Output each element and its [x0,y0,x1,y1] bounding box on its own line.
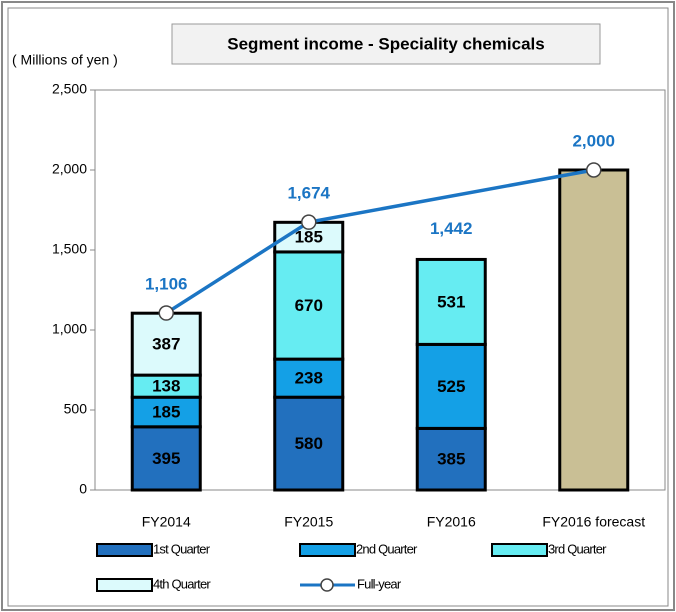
legend-label: 3rd Quarter [548,541,607,556]
line-marker [158,305,174,321]
y-tick-label: 2,500 [52,81,87,97]
bar-segment [130,395,202,429]
legend-swatch [96,543,153,557]
bar-segment [273,395,345,492]
x-tick-label: FY2016 [427,514,476,530]
bar-segment [273,250,345,361]
x-tick-label: FY2016 forecast [542,514,645,530]
data-label: 580 [295,434,323,453]
data-label: 531 [437,292,465,311]
data-label: 670 [295,296,323,315]
plot-area [94,89,666,491]
y-tick-label: 2,000 [52,161,87,177]
x-tick-label: FY2015 [284,514,333,530]
bar-segment [415,426,487,492]
total-label: 1,674 [287,184,330,203]
legend-swatch [491,543,548,557]
data-label: 138 [152,377,180,396]
legend-swatch [299,543,356,557]
total-label: 1,106 [145,275,188,294]
total-label: 2,000 [572,131,615,150]
legend-label: 2nd Quarter [356,541,418,556]
bar-segment [273,357,345,399]
data-label: 238 [295,369,323,388]
legend-swatch [96,578,153,592]
line-marker [301,214,317,230]
y-axis-label: ( Millions of yen ) [12,52,118,68]
data-label: 385 [437,450,465,469]
data-label: 525 [437,377,465,396]
legend-label: Full-year [357,576,402,591]
x-tick-label: FY2014 [142,514,191,530]
data-label: 395 [152,449,180,468]
forecast-bar [558,168,630,492]
legend-label: 1st Quarter [153,541,211,556]
legend-marker [320,578,334,592]
chart-title: Segment income - Speciality chemicals [227,34,544,53]
data-label: 185 [152,402,180,421]
legend-label: 4th Quarter [153,576,211,591]
bar-segment [130,311,202,377]
y-tick-label: 1,000 [52,321,87,337]
line [165,168,595,315]
total-label: 1,442 [430,219,473,238]
data-label: 185 [295,228,323,247]
y-tick-label: 500 [64,401,88,417]
frame-inner [7,7,669,607]
data-label: 387 [152,335,180,354]
line-marker [586,162,602,178]
y-tick-label: 1,500 [52,241,87,257]
title-box [171,23,601,65]
bar-segment [415,257,487,346]
y-tick-label: 0 [79,481,87,497]
